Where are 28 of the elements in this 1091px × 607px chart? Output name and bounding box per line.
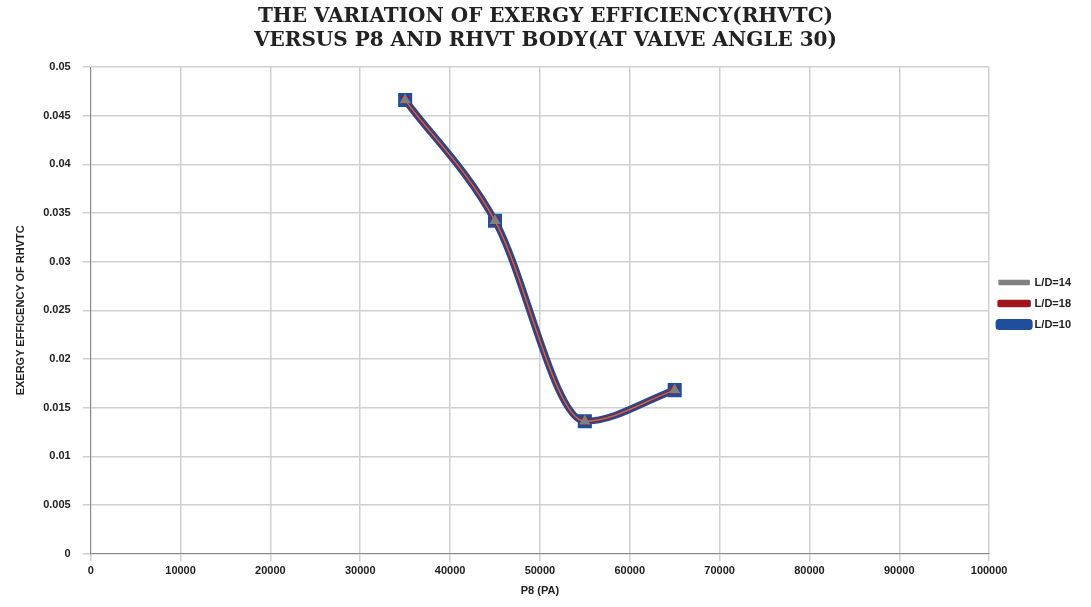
x-tick-label: 70000 <box>704 564 735 577</box>
x-tick-label: 0 <box>87 564 94 577</box>
y-tick-label: 0.045 <box>43 108 71 121</box>
legend-label: L/D=18 <box>1034 296 1072 309</box>
x-tick-label: 40000 <box>434 564 466 577</box>
y-tick-label: 0.03 <box>49 254 71 267</box>
x-tick-label: 30000 <box>344 564 376 577</box>
y-tick-label: 0.005 <box>43 497 71 510</box>
y-tick-label: 0.015 <box>43 400 71 413</box>
y-tick-label: 0.02 <box>49 351 71 364</box>
y-tick-label: 0.04 <box>49 157 72 170</box>
y-tick-label: 0.05 <box>49 60 71 73</box>
y-tick-label: 0.01 <box>49 449 71 462</box>
x-tick-label: 20000 <box>255 564 286 577</box>
x-tick-label: 60000 <box>614 564 646 577</box>
legend-label: L/D=10 <box>1034 317 1072 330</box>
y-tick-label: 0 <box>64 546 71 559</box>
chart-title: THE VARIATION OF EXERGY EFFICIENCY(RHVTC) VERSUS P8 AND RHVT BODY(AT VALVE ANGLE 30) <box>253 3 837 52</box>
x-tick-label: 90000 <box>883 564 915 577</box>
x-axis-title: P8 (PA) <box>520 584 560 597</box>
x-tick-label: 50000 <box>524 564 556 577</box>
x-tick-label: 10000 <box>165 564 196 577</box>
y-axis-title: EXERGY EFFICENCY OF RHVTC <box>13 225 26 396</box>
y-tick-label: 0.035 <box>43 206 71 219</box>
legend-label: L/D=14 <box>1034 275 1072 288</box>
x-tick-label: 80000 <box>794 564 825 577</box>
x-tick-label: 100000 <box>970 564 1008 577</box>
y-tick-label: 0.025 <box>43 303 71 316</box>
